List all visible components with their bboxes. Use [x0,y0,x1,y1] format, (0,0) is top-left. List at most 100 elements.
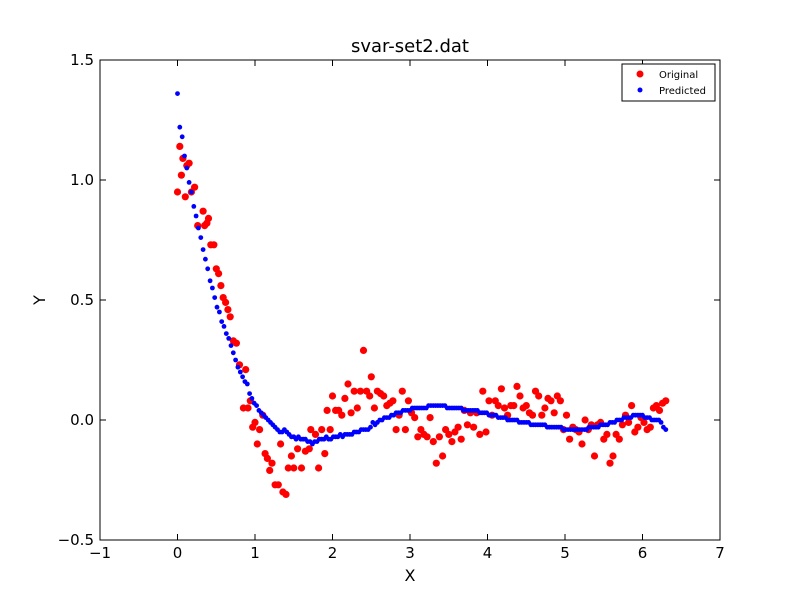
x-tick-label: 1 [250,544,260,562]
data-point-original [606,459,614,467]
data-point-original [242,366,250,374]
data-point-original [628,402,636,410]
y-tick-label: 1.0 [70,171,94,189]
legend: Original Predicted [621,63,716,102]
data-point-original [547,397,555,405]
data-point-original [445,430,453,438]
legend-marker-original [636,70,644,78]
data-point-predicted [223,331,229,336]
data-point-predicted [207,278,213,284]
data-point-original [297,464,306,472]
data-point-original [347,409,355,417]
y-tick-label: 0.5 [70,291,94,309]
data-point-predicted [244,381,250,387]
data-point-predicted [233,357,239,363]
data-point-predicted [186,180,192,185]
data-point-predicted [179,134,185,140]
data-point-original [411,414,419,422]
data-point-original [350,387,358,395]
data-point-predicted [247,391,253,396]
data-point-predicted [368,424,373,430]
data-point-original [210,241,218,249]
data-point-predicted [191,204,197,209]
data-point-original [457,435,465,443]
data-point-original [497,385,505,393]
data-point-original [181,193,189,201]
x-axis-label: X [405,566,416,585]
legend-label-original: Original [659,70,698,81]
data-point-original [204,214,213,222]
data-point-original [263,454,271,462]
data-point-original [311,430,320,438]
data-point-original [321,450,329,458]
data-point-predicted [193,213,199,219]
data-point-original [256,426,264,434]
data-point-original [603,430,611,438]
data-point-original [282,490,290,498]
data-point-original [426,414,434,422]
data-point-original [224,306,232,314]
data-point-original [226,313,234,321]
data-point-original [323,406,331,414]
data-point-predicted [196,225,201,231]
data-point-predicted [198,235,204,241]
data-point-original [398,387,406,395]
data-point-original [439,452,447,460]
data-point-original [404,397,412,405]
data-point-original [655,406,664,414]
data-point-original [646,423,654,431]
series-layer [173,91,670,498]
data-point-original [253,440,261,448]
data-point-original [432,459,440,467]
data-point-original [341,394,349,402]
data-point-original [516,392,524,400]
data-point-original [435,433,443,441]
x-tick-label: 3 [405,544,415,562]
data-point-original [266,466,274,474]
data-point-original [566,435,574,443]
data-point-original [500,404,509,412]
data-point-predicted [214,304,220,310]
data-point-original [618,421,627,429]
data-point-original [662,397,670,405]
data-point-predicted [254,403,259,408]
data-point-original [217,282,225,290]
data-point-predicted [663,427,669,432]
data-point-original [401,426,409,434]
data-point-predicted [175,91,180,96]
y-axis-label: Y [30,295,49,306]
data-point-original [232,339,240,347]
data-point-original [510,402,518,410]
data-point-predicted [177,124,183,130]
data-point-original [277,440,285,448]
data-point-original [284,464,292,472]
ticks-layer: −1 0 1 2 3 4 5 6 7 −0.5 0.0 0.5 1.0 1.5 [58,51,725,562]
data-point-original [541,404,549,412]
data-point-original [476,430,484,438]
data-point-original [470,423,478,431]
data-point-original [494,402,502,410]
data-point-original [550,409,558,417]
data-point-predicted [205,266,211,272]
data-point-predicted [237,369,243,375]
data-point-original [615,435,623,443]
data-point-original [581,416,589,424]
data-point-original [389,397,397,405]
data-point-original [326,426,334,434]
data-point-original [448,438,456,446]
chart-title: svar-set2.dat [351,36,469,57]
data-point-original [305,445,313,453]
data-point-predicted [658,420,664,425]
data-point-predicted [203,256,208,262]
data-point-predicted [189,189,194,195]
data-point-original [414,433,422,441]
y-tick-label: 1.5 [70,51,94,69]
data-point-original [173,188,182,196]
x-tick-label: −1 [89,544,111,562]
x-tick-label: 4 [483,544,493,562]
data-point-original [538,411,546,419]
legend-label-predicted: Predicted [659,86,706,97]
data-point-predicted [182,153,187,159]
data-point-original [359,346,368,354]
data-point-original [482,428,490,436]
